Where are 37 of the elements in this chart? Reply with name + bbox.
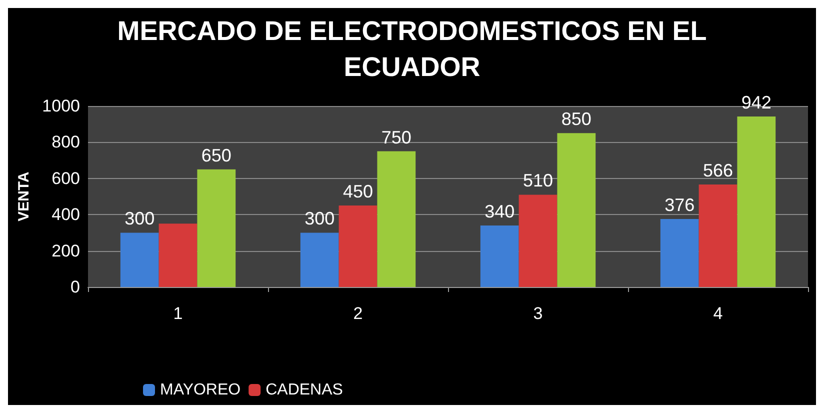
legend-label: CADENAS — [266, 382, 343, 398]
bar — [377, 151, 416, 287]
x-tick-label: 4 — [713, 304, 723, 323]
chart-title: MERCADO DE ELECTRODOMESTICOS EN EL ECUADOR — [117, 16, 707, 82]
y-tick-label: 200 — [52, 241, 80, 260]
y-tick-label: 0 — [70, 278, 80, 296]
y-axis-title: VENTA — [15, 171, 32, 222]
bar — [480, 225, 519, 287]
legend-label: MAYOREO — [160, 382, 241, 398]
bar — [338, 206, 378, 287]
data-label: 376 — [664, 194, 695, 215]
x-tick-label: 3 — [533, 304, 543, 323]
data-label: 510 — [522, 170, 554, 191]
y-tick-label: 800 — [52, 132, 80, 152]
data-label: 300 — [304, 208, 335, 229]
bar — [698, 184, 738, 287]
data-label: 942 — [741, 92, 772, 112]
data-label: 850 — [561, 109, 592, 130]
data-label: 650 — [201, 145, 232, 166]
data-label: 750 — [381, 127, 412, 148]
bar — [660, 218, 699, 287]
data-label: 450 — [342, 182, 374, 202]
bar — [120, 232, 159, 287]
x-tick-label: 1 — [173, 304, 183, 323]
bar — [557, 133, 596, 287]
bar — [300, 232, 339, 287]
y-tick-label: 600 — [52, 168, 80, 188]
y-tick-label: 400 — [52, 205, 80, 224]
bar — [158, 224, 198, 287]
bar — [737, 116, 776, 287]
data-label: 340 — [484, 201, 515, 222]
bar — [197, 169, 236, 287]
x-tick-label: 2 — [353, 304, 363, 323]
y-tick-label: 1000 — [42, 96, 80, 116]
data-label: 300 — [124, 208, 155, 229]
data-label: 566 — [702, 160, 734, 181]
bar — [518, 194, 558, 287]
